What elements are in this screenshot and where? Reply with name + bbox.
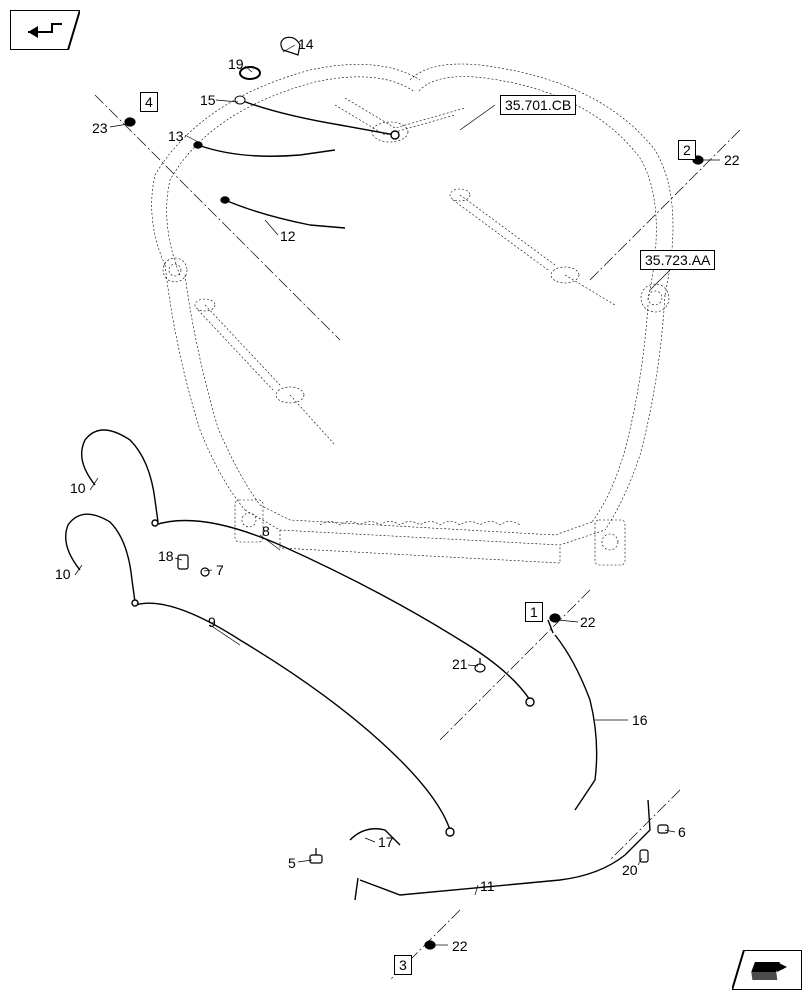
- box-1: 1: [525, 602, 543, 622]
- callout-10a: 10: [70, 480, 86, 496]
- callout-10b: 10: [55, 566, 71, 582]
- callout-8: 8: [262, 523, 270, 539]
- callout-13: 13: [168, 128, 184, 144]
- callout-11: 11: [480, 878, 495, 894]
- callout-12: 12: [280, 228, 296, 244]
- callout-5: 5: [288, 855, 296, 871]
- callout-17: 17: [378, 834, 394, 850]
- callout-18: 18: [158, 548, 174, 564]
- callout-22a: 22: [580, 614, 596, 630]
- callout-6: 6: [678, 824, 686, 840]
- callout-14: 14: [298, 36, 314, 52]
- callout-15: 15: [200, 92, 216, 108]
- ref-35-723-aa: 35.723.AA: [640, 250, 715, 270]
- callout-7: 7: [216, 562, 224, 578]
- ref-35-701-cb: 35.701.CB: [500, 95, 576, 115]
- callout-19: 19: [228, 56, 244, 72]
- callout-9: 9: [208, 614, 216, 630]
- box-2: 2: [678, 140, 696, 160]
- callout-20: 20: [622, 862, 638, 878]
- callout-22b: 22: [724, 152, 740, 168]
- callout-16: 16: [632, 712, 648, 728]
- box-3: 3: [394, 955, 412, 975]
- callout-21: 21: [452, 656, 468, 672]
- callout-23: 23: [92, 120, 108, 136]
- callout-22c: 22: [452, 938, 468, 954]
- box-4: 4: [140, 92, 158, 112]
